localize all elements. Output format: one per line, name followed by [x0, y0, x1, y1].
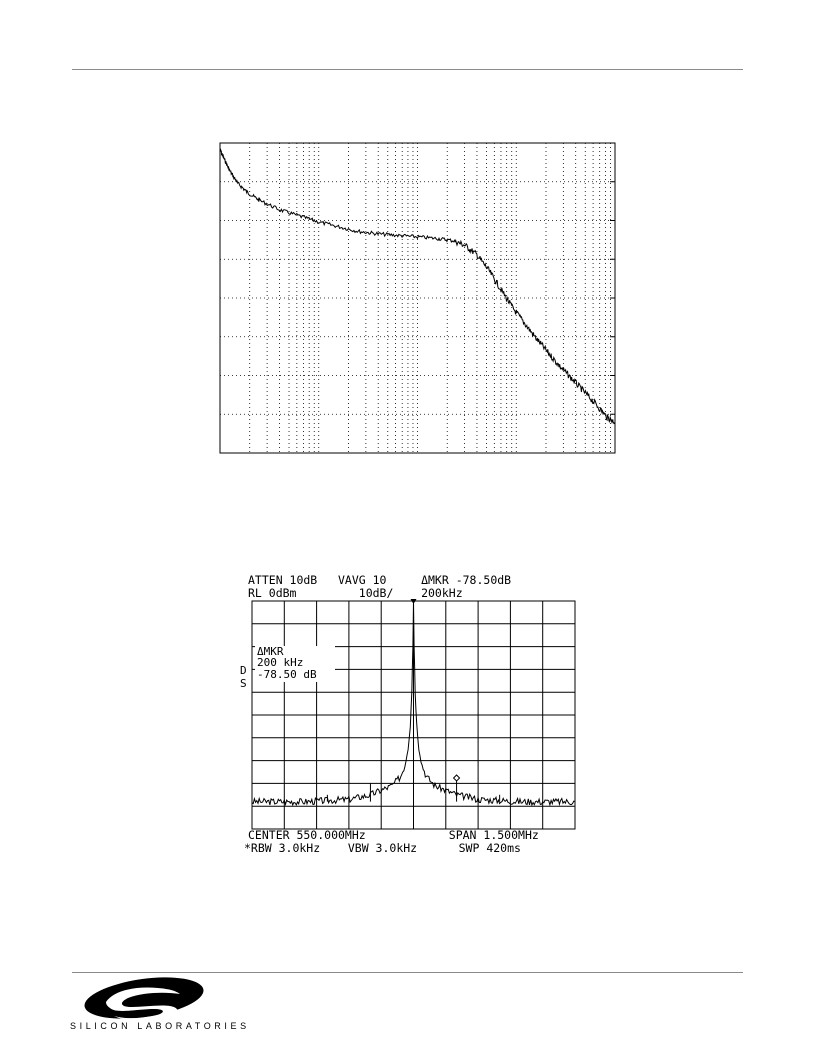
- reference-marker-icon: [410, 599, 417, 604]
- spectrum-analyzer-display: ATTEN 10dB VAVG 10 ΔMKR -78.50dB RL 0dBm…: [240, 573, 576, 855]
- company-name: SILICON LABORATORIES: [70, 1021, 250, 1031]
- header-line-2: RL 0dBm 10dB/ 200kHz: [248, 586, 463, 600]
- header-line-1: ATTEN 10dB VAVG 10 ΔMKR -78.50dB: [248, 573, 511, 587]
- footer-line-1: CENTER 550.000MHz SPAN 1.500MHz: [248, 828, 539, 842]
- header-rule: [72, 69, 743, 70]
- delta-marker-icon: [452, 774, 461, 782]
- silicon-labs-logo-icon: [84, 977, 204, 1022]
- side-label-d: D: [240, 664, 247, 677]
- phase-noise-chart: [219, 142, 616, 454]
- marker-readout-line-1: ΔMKR: [257, 645, 284, 658]
- marker-readout-line-2: 200 kHz: [257, 656, 303, 669]
- spectrum-markers: [410, 599, 461, 782]
- marker-readout-line-3: -78.50 dB: [257, 668, 317, 681]
- phase-noise-grid: [220, 143, 615, 453]
- marker-readout-bg: [255, 646, 335, 682]
- spectrum-spurs: [326, 779, 501, 802]
- footer-line-2: *RBW 3.0kHz VBW 3.0kHz SWP 420ms: [244, 841, 521, 855]
- phase-noise-frame: [219, 142, 616, 454]
- footer-rule: [72, 972, 743, 973]
- phase-noise-trace: [219, 148, 616, 425]
- side-label-s: S: [240, 677, 247, 690]
